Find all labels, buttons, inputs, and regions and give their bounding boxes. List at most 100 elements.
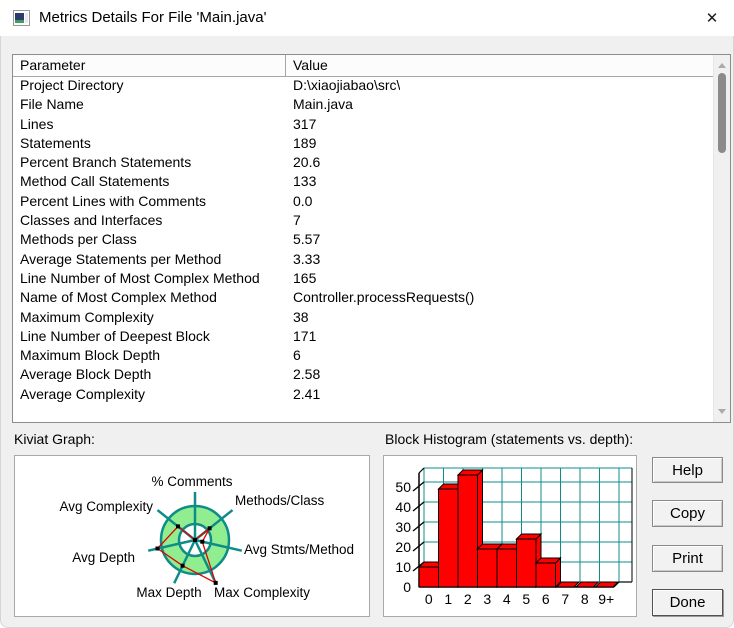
param-cell: Average Statements per Method <box>20 250 222 267</box>
kiviat-axis-label: Avg Depth <box>72 550 135 565</box>
histogram-category-label: 9+ <box>598 591 614 607</box>
done-button[interactable]: Done <box>652 589 723 616</box>
title-bar: Metrics Details For File 'Main.java' ✕ <box>0 0 734 36</box>
table-row: Average Statements per Method 3.33 <box>13 250 712 269</box>
scrollbar-down-icon[interactable] <box>718 409 726 414</box>
close-icon: ✕ <box>705 10 719 27</box>
value-cell: 5.57 <box>293 231 321 248</box>
histogram-y-tick-label: 10 <box>395 559 411 575</box>
kiviat-graph-panel: % Comments Methods/Class Avg Stmts/Method M… <box>14 455 370 617</box>
value-cell: 6 <box>293 347 301 364</box>
histogram-x-axis <box>613 581 620 588</box>
param-cell: Line Number of Deepest Block <box>20 327 210 344</box>
histogram-category-label: 8 <box>581 591 589 607</box>
scrollbar-up-icon[interactable] <box>718 63 726 68</box>
value-cell: 38 <box>293 308 309 325</box>
param-cell: Lines <box>20 115 54 132</box>
kiviat-spoke <box>173 539 197 584</box>
histogram-y-tick-label: 50 <box>395 479 411 495</box>
table-row: Percent Branch Statements 20.6 <box>13 153 712 172</box>
histogram-bar <box>594 581 620 588</box>
table-row: Statements 189 <box>13 134 712 153</box>
value-cell: D:\xiaojiabao\src\ <box>293 77 401 93</box>
value-cell: 189 <box>293 134 317 151</box>
table-row: Methods per Class 5.57 <box>13 230 712 249</box>
param-cell: Classes and Interfaces <box>20 212 163 229</box>
histogram-y-tick-label: 0 <box>403 579 411 595</box>
histogram-bar <box>535 562 556 588</box>
param-cell: Methods per Class <box>20 231 137 248</box>
kiviat-data-point <box>180 563 185 568</box>
table-body: Project Directory D:\xiaojiabao\src\ File … <box>13 76 712 422</box>
kiviat-data-point <box>200 539 205 544</box>
help-button[interactable]: Help <box>652 457 723 483</box>
kiviat-data-point <box>155 546 160 551</box>
vertical-scrollbar[interactable] <box>713 55 730 422</box>
value-cell: 317 <box>293 115 317 132</box>
value-cell: 2.41 <box>293 385 321 402</box>
param-cell: Name of Most Complex Method <box>20 289 217 306</box>
table-row: Line Number of Most Complex Method 165 <box>13 269 712 288</box>
histogram-category-label: 3 <box>483 591 491 607</box>
histogram-bar-top <box>515 533 543 540</box>
kiviat-axis-label: Max Complexity <box>214 585 310 600</box>
histogram-category-label: 6 <box>542 591 550 607</box>
histogram-y-tick <box>412 541 425 552</box>
histogram-bar <box>574 581 600 588</box>
table-row: Average Block Depth 2.58 <box>13 365 712 384</box>
table-row: Maximum Complexity 38 <box>13 308 712 327</box>
column-header-parameter[interactable]: Parameter <box>13 55 286 76</box>
param-cell: File Name <box>20 96 84 113</box>
param-cell: Project Directory <box>20 77 124 93</box>
histogram-y-tick-label: 30 <box>395 519 411 535</box>
table-row: Project Directory D:\xiaojiabao\src\ <box>13 76 712 95</box>
histogram-bar <box>418 566 439 588</box>
app-icon <box>13 10 30 26</box>
histogram-bar <box>496 548 517 588</box>
kiviat-spoke <box>193 539 217 584</box>
histogram-bar <box>477 548 498 588</box>
param-cell: Percent Branch Statements <box>20 154 192 171</box>
table-row: Line Number of Deepest Block 171 <box>13 327 712 346</box>
kiviat-data-point <box>176 524 180 529</box>
copy-button[interactable]: Copy <box>652 500 723 527</box>
print-button[interactable]: Print <box>652 545 723 572</box>
block-histogram-panel: 0 10 20 30 40 50 0 1 2 3 4 5 6 7 8 9+ <box>383 455 637 617</box>
histogram-y-tick <box>412 481 425 492</box>
histogram-category-label: 4 <box>503 591 511 607</box>
table-row: Average Complexity 2.41 <box>13 385 712 404</box>
table-row: Name of Most Complex Method Controller.pr… <box>13 288 712 307</box>
column-header-value[interactable]: Value <box>293 57 328 73</box>
kiviat-data-polygon <box>156 525 217 585</box>
metrics-table: Parameter Value Project Directory D:\xiao… <box>12 54 731 423</box>
histogram-bar-top <box>534 557 562 564</box>
close-button[interactable]: ✕ <box>696 4 728 32</box>
kiviat-axis-label: Avg Complexity <box>59 499 153 514</box>
table-row: Method Call Statements 133 <box>13 172 712 191</box>
value-cell: 7 <box>293 212 301 229</box>
value-cell: 165 <box>293 269 317 286</box>
histogram-y-tick <box>412 501 425 512</box>
histogram-bar <box>555 581 581 588</box>
table-row: Classes and Interfaces 7 <box>13 211 712 230</box>
histogram-y-tick-label: 20 <box>395 539 411 555</box>
histogram-category-label: 7 <box>561 591 569 607</box>
table-row: Percent Lines with Comments 0.0 <box>13 192 712 211</box>
kiviat-data-point <box>207 526 212 531</box>
kiviat-axis-label: Avg Stmts/Method <box>244 542 354 557</box>
scrollbar-thumb[interactable] <box>718 73 726 153</box>
histogram-bar <box>457 474 478 588</box>
histogram-bar-top <box>456 469 484 476</box>
value-cell: 133 <box>293 173 317 190</box>
histogram-y-tick <box>412 521 425 532</box>
value-cell: 0.0 <box>293 192 313 209</box>
table-row: Lines 317 <box>13 115 712 134</box>
value-cell: 171 <box>293 327 317 344</box>
block-histogram-label: Block Histogram (statements vs. depth): <box>385 431 634 447</box>
value-cell: 3.33 <box>293 250 321 267</box>
table-header: Parameter Value <box>13 55 730 77</box>
param-cell: Method Call Statements <box>20 173 170 190</box>
table-row: File Name Main.java <box>13 95 712 114</box>
histogram-category-label: 1 <box>444 591 452 607</box>
histogram-category-label: 5 <box>522 591 530 607</box>
